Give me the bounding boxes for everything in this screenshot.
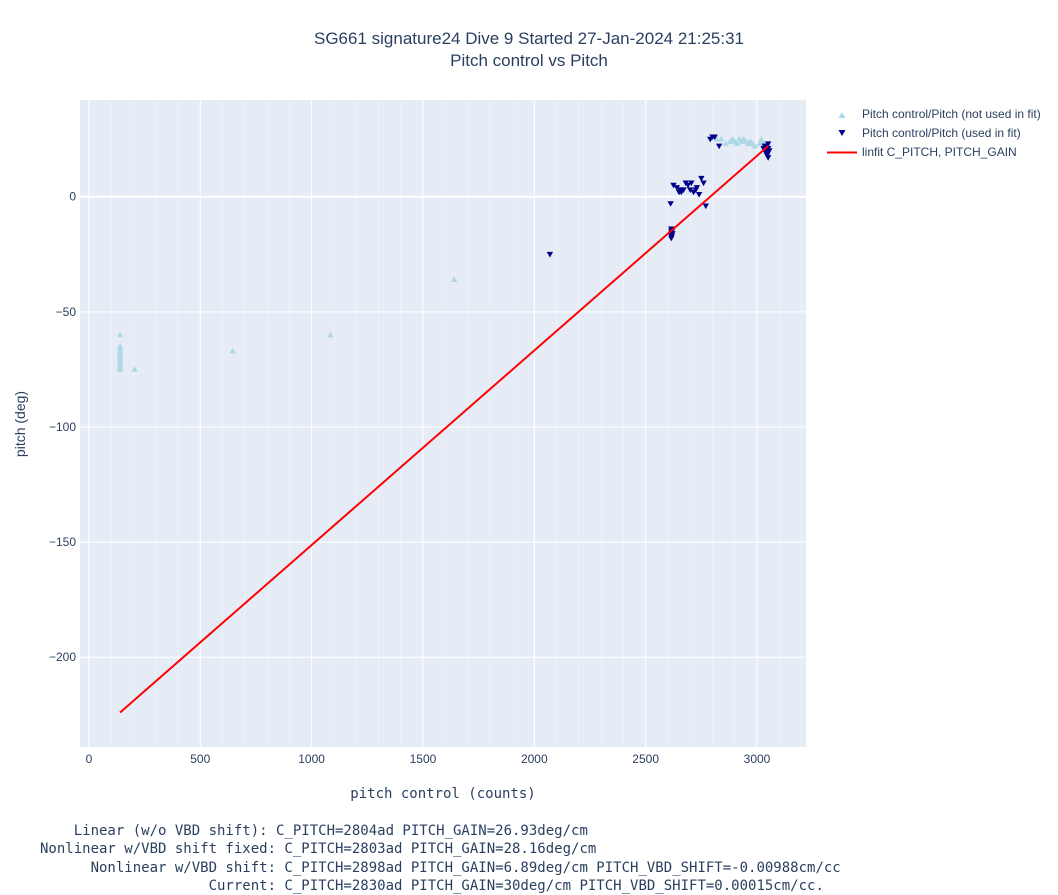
chart-subtitle: Pitch control vs Pitch xyxy=(450,51,608,70)
legend-label-not-used: Pitch control/Pitch (not used in fit) xyxy=(862,107,1041,121)
y-tick-label: −150 xyxy=(49,535,76,549)
data-point xyxy=(766,148,773,154)
y-tick-label: −50 xyxy=(56,305,77,319)
data-point xyxy=(700,180,707,187)
data-point xyxy=(711,134,718,141)
data-point xyxy=(667,201,674,207)
annotation-nonlinear-fixed: Nonlinear w/VBD shift fixed: C_PITCH=280… xyxy=(40,841,597,858)
data-point xyxy=(229,347,236,354)
data-point xyxy=(695,192,703,198)
data-point xyxy=(718,135,725,142)
data-series xyxy=(116,134,773,714)
data-point xyxy=(764,155,772,161)
legend-item-used[interactable]: Pitch control/Pitch (used in fit) xyxy=(822,124,1041,143)
data-point xyxy=(669,231,676,237)
y-tick-label: −100 xyxy=(49,420,76,434)
data-point xyxy=(670,182,677,189)
x-axis-label: pitch control (counts) xyxy=(350,786,536,802)
data-point xyxy=(686,187,694,193)
x-tick-label: 1500 xyxy=(410,752,437,766)
data-point xyxy=(680,187,687,193)
data-point xyxy=(764,141,772,147)
data-point xyxy=(693,185,701,191)
legend: Pitch control/Pitch (not used in fit) Pi… xyxy=(822,105,1041,162)
legend-item-linfit[interactable]: linfit C_PITCH, PITCH_GAIN xyxy=(822,143,1041,162)
x-tick-label: 3000 xyxy=(744,752,771,766)
y-tick-label: 0 xyxy=(69,190,76,204)
fit-annotations: Linear (w/o VBD shift): C_PITCH=2804ad P… xyxy=(0,822,1058,895)
data-point xyxy=(715,143,723,150)
data-point xyxy=(702,203,709,210)
plot-area xyxy=(80,100,806,747)
series-2 xyxy=(119,145,769,714)
data-point xyxy=(688,180,695,187)
series-0 xyxy=(116,135,767,372)
fit-line xyxy=(119,145,769,714)
legend-label-linfit: linfit C_PITCH, PITCH_GAIN xyxy=(862,145,1017,159)
data-point xyxy=(756,140,763,147)
legend-item-not-used[interactable]: Pitch control/Pitch (not used in fit) xyxy=(822,105,1041,124)
line-icon xyxy=(827,151,857,154)
data-point xyxy=(546,251,554,258)
x-tick-label: 0 xyxy=(86,752,93,766)
data-point xyxy=(733,140,741,147)
triangle-down-icon xyxy=(838,130,846,136)
data-point xyxy=(722,140,730,147)
data-point xyxy=(668,233,676,240)
data-point xyxy=(116,331,124,338)
data-point xyxy=(327,331,334,338)
tick-labels: 0 500 1000 1500 2000 2500 3000 0 −50 −100 −150 −200 xyxy=(49,190,771,766)
data-point xyxy=(684,182,692,189)
chart-title-block: SG661 signature24 Dive 9 Started 27-Jan-… xyxy=(0,28,1058,72)
data-point xyxy=(751,142,758,149)
data-point xyxy=(450,276,458,282)
annotation-current: Current: C_PITCH=2830ad PITCH_GAIN=30deg… xyxy=(40,877,824,894)
x-tick-label: 1000 xyxy=(298,752,325,766)
y-tick-label: −200 xyxy=(49,650,76,664)
annotation-linear: Linear (w/o VBD shift): C_PITCH=2804ad P… xyxy=(40,823,588,839)
x-tick-label: 500 xyxy=(190,752,210,766)
triangle-up-icon xyxy=(838,112,846,118)
legend-label-used: Pitch control/Pitch (used in fit) xyxy=(862,126,1021,140)
chart-title: SG661 signature24 Dive 9 Started 27-Jan-… xyxy=(313,29,744,48)
annotation-nonlinear-shift: Nonlinear w/VBD shift: C_PITCH=2898ad PI… xyxy=(40,859,841,876)
data-point xyxy=(698,175,705,182)
y-axis-label: pitch (deg) xyxy=(12,390,28,458)
data-point xyxy=(116,366,124,372)
x-tick-label: 2000 xyxy=(521,752,548,766)
data-point xyxy=(131,366,138,372)
grid-lines xyxy=(80,100,806,747)
data-point xyxy=(673,185,681,191)
data-point xyxy=(713,135,721,142)
x-tick-label: 2500 xyxy=(632,752,659,766)
